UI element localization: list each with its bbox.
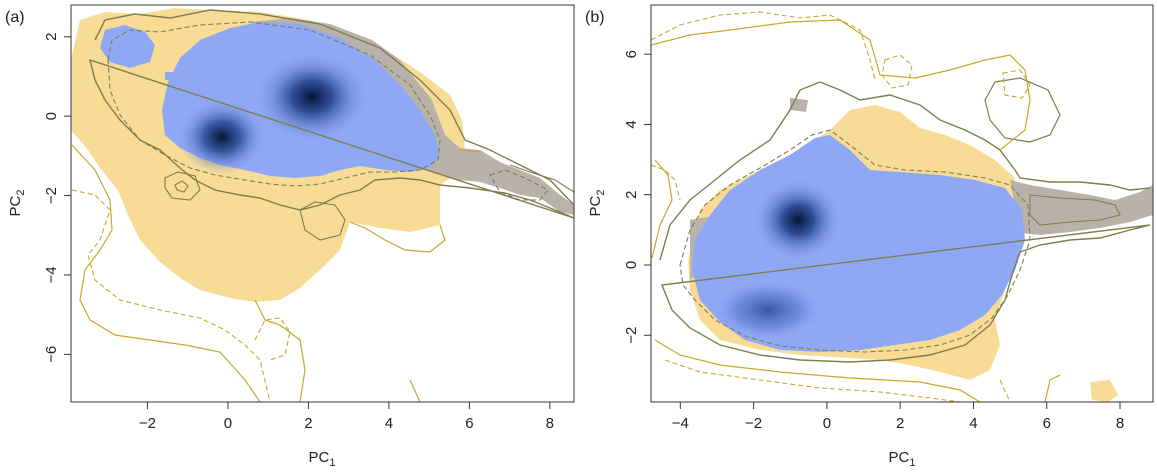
panel-a-contour-dashed <box>107 21 441 187</box>
panel-a-xtick-label: 6 <box>465 415 473 432</box>
panel-b-ytick-label: 6 <box>623 50 640 58</box>
panel-b-xlabel: PC1 <box>889 449 916 469</box>
panel-a: −2 0 2 4 6 8 −6 −4 −2 0 2 (a) PC1 PC2 <box>5 4 575 469</box>
panel-b-ytick-label: 0 <box>623 261 640 269</box>
panel-a-xtick-label: 8 <box>546 415 554 432</box>
panel-a-xtick-label: 0 <box>224 415 232 432</box>
panel-a-contour-solid-olive <box>89 9 574 219</box>
panel-a-blue-blob <box>100 25 155 68</box>
panel-b-xtick-label: −2 <box>745 415 762 432</box>
panel-b-contour-gold-dashed <box>651 11 1031 402</box>
panel-a-axes: −2 0 2 4 6 8 −6 −4 −2 0 2 <box>43 33 554 432</box>
panel-a-ytick-label: 0 <box>43 112 60 120</box>
panel-a-ytick-label: −4 <box>43 266 60 283</box>
panel-a-xtick-label: 2 <box>304 415 312 432</box>
panel-b-contour-gold-outer <box>651 19 1061 402</box>
panel-b-contour-dashed <box>679 129 1031 353</box>
panel-b-yellow-blob <box>1090 380 1118 402</box>
panel-a-peak-2 <box>177 99 267 175</box>
panel-a-contour-gray-tail-solid <box>509 164 574 193</box>
panel-b-xtick-label: −4 <box>672 415 689 432</box>
panel-b: −4 −2 0 2 4 6 8 −2 0 2 4 6 (b) PC1 PC2 <box>585 4 1154 469</box>
panel-a-contour-gray-tail <box>489 169 549 201</box>
panel-b-ytick-label: 4 <box>623 120 640 128</box>
panel-a-ytick-label: 2 <box>43 33 60 41</box>
panel-a-frame <box>70 4 575 403</box>
panel-a-plot-area <box>71 8 574 402</box>
panel-a-ylabel: PC2 <box>7 190 27 217</box>
panel-a-blue-speck <box>165 72 175 80</box>
panel-b-gray-region <box>690 98 1153 280</box>
panel-b-peak-1 <box>753 178 843 262</box>
panel-b-contour-olive-top-loop <box>984 77 1061 143</box>
panel-a-label: (a) <box>5 9 25 26</box>
panel-b-ytick-label: −2 <box>623 327 640 344</box>
panel-b-xtick-label: 0 <box>823 415 831 432</box>
panel-b-frame <box>650 4 1154 403</box>
panel-b-xtick-label: 2 <box>896 415 904 432</box>
panel-a-xtick-label: −2 <box>139 415 156 432</box>
panel-a-yellow-blob <box>130 170 195 212</box>
panel-a-contour-gold-dashed <box>71 189 291 402</box>
panel-a-xlabel: PC1 <box>309 449 336 469</box>
panel-b-xtick-label: 4 <box>969 415 977 432</box>
panel-a-ytick-label: −6 <box>43 346 60 363</box>
panel-b-contour-tail-loops <box>1029 194 1121 226</box>
panel-a-xtick-label: 4 <box>385 415 393 432</box>
panel-a-ytick-label: −2 <box>43 187 60 204</box>
panel-b-plot-area <box>651 11 1153 402</box>
panel-b-ylabel: PC2 <box>587 190 607 217</box>
panel-b-axes: −4 −2 0 2 4 6 8 −2 0 2 4 6 <box>623 50 1124 432</box>
panel-b-label: (b) <box>585 9 605 26</box>
panel-b-peak-2 <box>713 280 823 340</box>
panel-a-contour-olive-small <box>164 171 346 241</box>
panel-b-xtick-label: 8 <box>1116 415 1124 432</box>
panel-b-contour-solid-olive <box>659 81 1151 363</box>
panel-a-contour-gold-outer <box>71 144 481 402</box>
panel-a-peak-1 <box>254 51 370 143</box>
panel-b-ytick-label: 2 <box>623 191 640 199</box>
panel-b-xtick-label: 6 <box>1043 415 1051 432</box>
